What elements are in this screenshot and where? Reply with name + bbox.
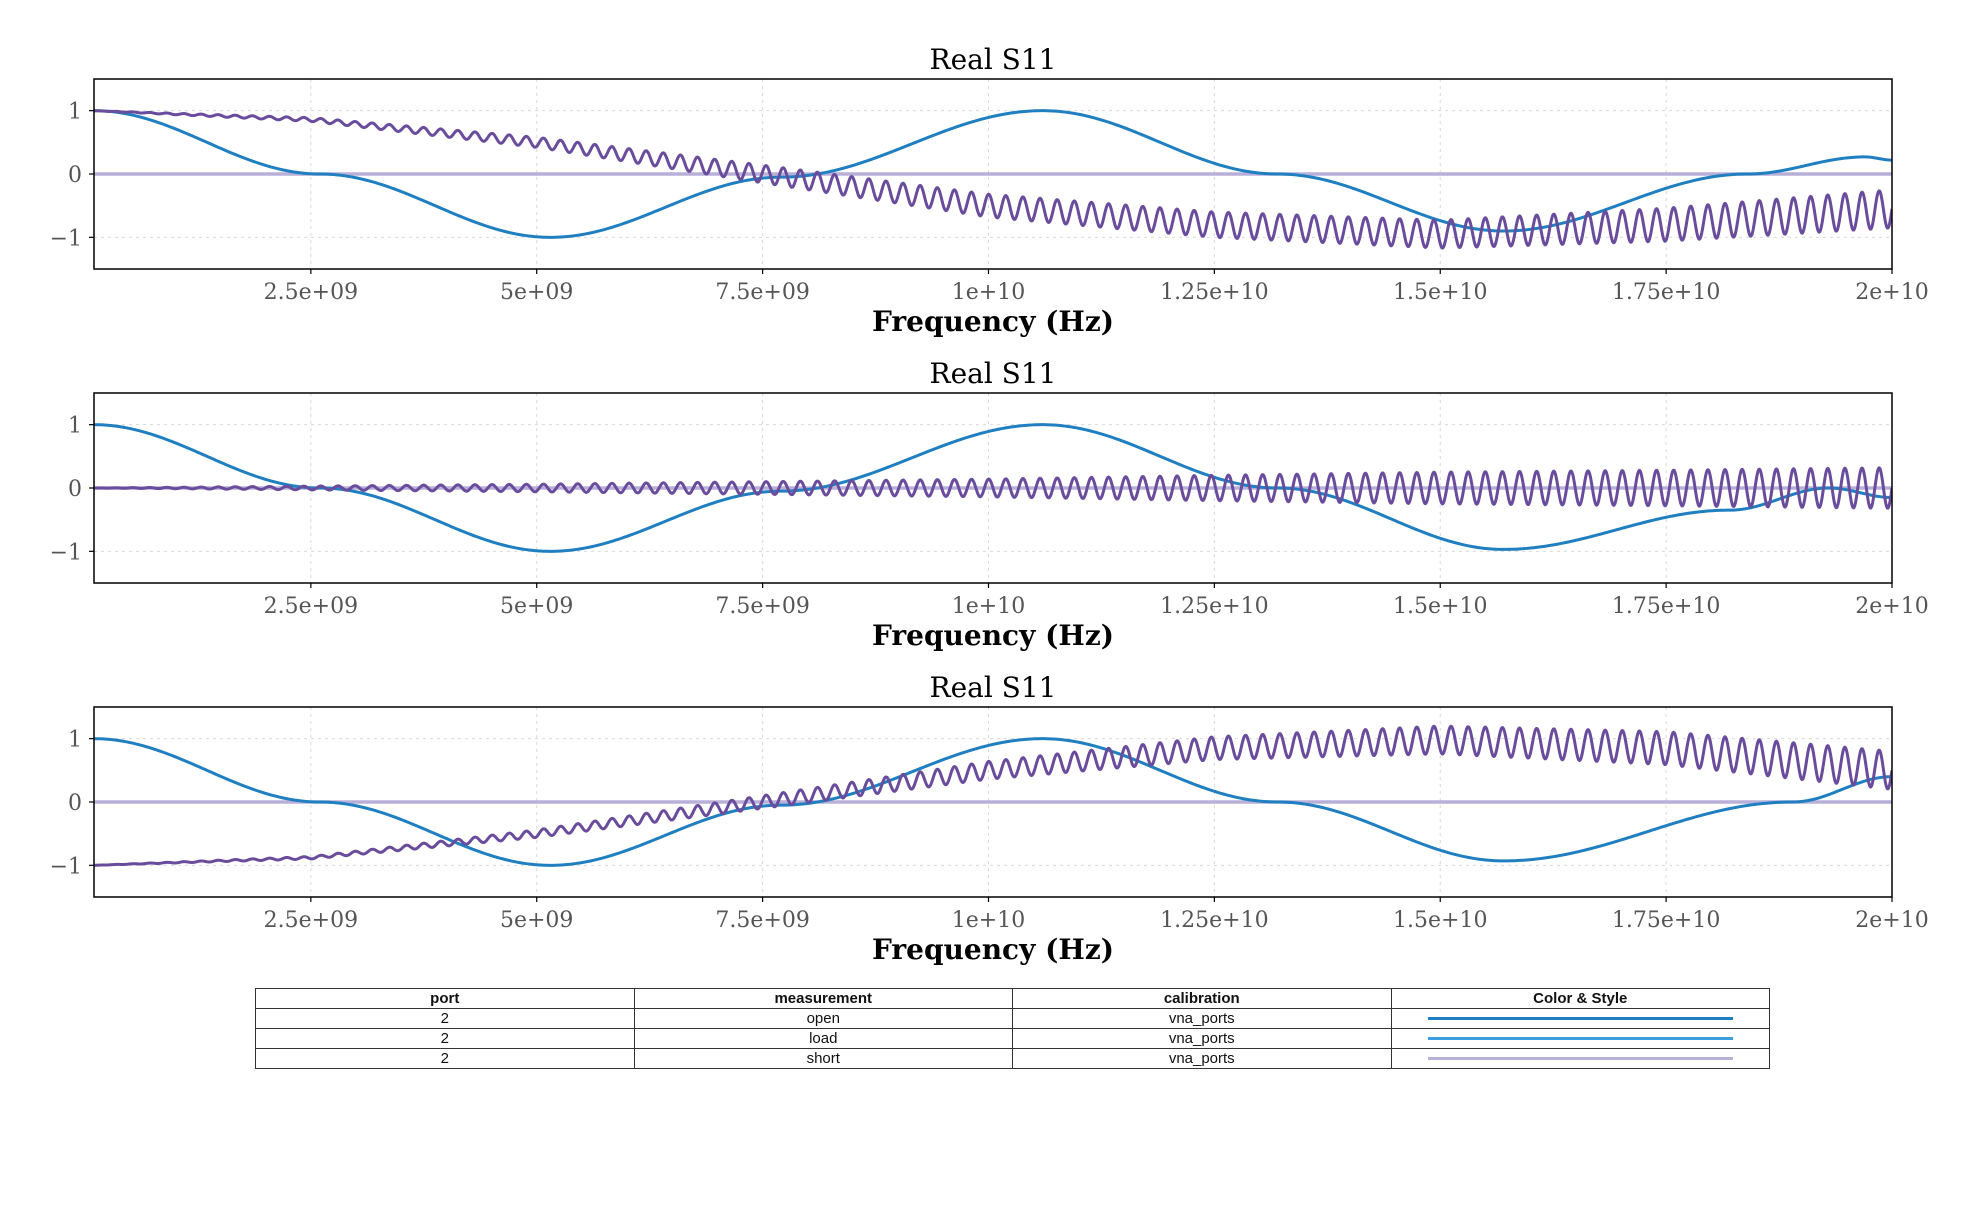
x-tick-label: 2e+10: [1855, 908, 1928, 933]
legend-header-color-style: Color & Style: [1390, 988, 1770, 1009]
legend-measurement: open: [633, 1008, 1013, 1029]
chart-panel-2: Real S11 2.5e+09 5e+09 7.5e+09 1e+10 1.25e+10…: [50, 357, 1929, 652]
series-line-load: [94, 724, 1892, 867]
legend-calibration: vna_ports: [1012, 1028, 1392, 1049]
x-tick-label: 1e+10: [952, 280, 1025, 305]
legend-style-cell: [1390, 1048, 1770, 1069]
legend-row: 2 open vna_ports: [255, 1008, 1770, 1029]
x-tick-label: 5e+09: [500, 908, 573, 933]
chart-title: Real S11: [929, 357, 1056, 390]
x-tick-label: 1.75e+10: [1612, 280, 1720, 305]
plot-area: [94, 109, 1892, 250]
series-line-open: [94, 423, 1892, 553]
series-line-load: [94, 466, 1892, 510]
y-tick-label: 0: [68, 477, 82, 502]
y-tick-label: −1: [50, 854, 82, 879]
legend-style-cell: [1390, 1008, 1770, 1029]
series-line-open: [94, 109, 1892, 239]
chart-panel-3: Real S11 2.5e+09 5e+09 7.5e+09 1e+10 1.25e+10…: [50, 671, 1929, 966]
x-tick-label: 2e+10: [1855, 594, 1928, 619]
legend-row: 2 load vna_ports: [255, 1028, 1770, 1049]
legend-measurement: short: [633, 1048, 1013, 1069]
x-axis-label: Frequency (Hz): [872, 305, 1114, 338]
chart-title: Real S11: [929, 671, 1056, 704]
plot-area: [94, 423, 1892, 553]
legend-port: 2: [255, 1028, 635, 1049]
x-tick-label: 5e+09: [500, 594, 573, 619]
x-tick-label: 7.5e+09: [715, 280, 809, 305]
y-tick-label: 1: [68, 414, 82, 439]
x-tick-label: 1.5e+10: [1393, 280, 1487, 305]
x-tick-label: 2.5e+09: [264, 280, 358, 305]
legend-header-calibration: calibration: [1012, 988, 1392, 1009]
chart-panel-1: Real S11 2.5e+09 5e+09 7.5e+09 1e+10 1.25e+10…: [50, 43, 1929, 338]
x-tick-label: 1.75e+10: [1612, 908, 1720, 933]
chart-title: Real S11: [929, 43, 1056, 76]
y-tick-label: 1: [68, 100, 82, 125]
x-tick-label: 5e+09: [500, 280, 573, 305]
x-tick-label: 2e+10: [1855, 280, 1928, 305]
legend-port: 2: [255, 1008, 635, 1029]
y-tick-label: 0: [68, 791, 82, 816]
x-tick-label: 1.5e+10: [1393, 594, 1487, 619]
y-tick-label: 0: [68, 163, 82, 188]
y-tick-label: 1: [68, 728, 82, 753]
legend-swatch-open: [1427, 1017, 1733, 1021]
y-tick-label: −1: [50, 226, 82, 251]
series-line-load: [94, 109, 1892, 250]
legend-measurement: load: [633, 1028, 1013, 1049]
legend-swatch-short: [1427, 1057, 1733, 1061]
x-tick-label: 2.5e+09: [264, 908, 358, 933]
x-tick-label: 7.5e+09: [715, 908, 809, 933]
legend-calibration: vna_ports: [1012, 1048, 1392, 1069]
x-tick-label: 1.25e+10: [1160, 594, 1268, 619]
y-tick-label: −1: [50, 540, 82, 565]
x-tick-label: 1.25e+10: [1160, 908, 1268, 933]
legend-port: 2: [255, 1048, 635, 1069]
x-tick-label: 1.25e+10: [1160, 280, 1268, 305]
legend-row: 2 short vna_ports: [255, 1048, 1770, 1069]
plot-area: [94, 724, 1892, 867]
legend-header-row: port measurement calibration Color & Sty…: [255, 988, 1770, 1009]
x-tick-label: 1e+10: [952, 908, 1025, 933]
x-axis-label: Frequency (Hz): [872, 933, 1114, 966]
legend-table: port measurement calibration Color & Sty…: [255, 988, 1770, 1069]
x-tick-label: 1.5e+10: [1393, 908, 1487, 933]
series-line-open: [94, 737, 1892, 867]
x-tick-label: 1.75e+10: [1612, 594, 1720, 619]
x-tick-label: 7.5e+09: [715, 594, 809, 619]
legend-swatch-load: [1427, 1037, 1733, 1041]
legend-style-cell: [1390, 1028, 1770, 1049]
x-tick-label: 2.5e+09: [264, 594, 358, 619]
legend-header-measurement: measurement: [633, 988, 1013, 1009]
legend-calibration: vna_ports: [1012, 1008, 1392, 1029]
legend-header-port: port: [255, 988, 635, 1009]
x-axis-label: Frequency (Hz): [872, 619, 1114, 652]
x-tick-label: 1e+10: [952, 594, 1025, 619]
